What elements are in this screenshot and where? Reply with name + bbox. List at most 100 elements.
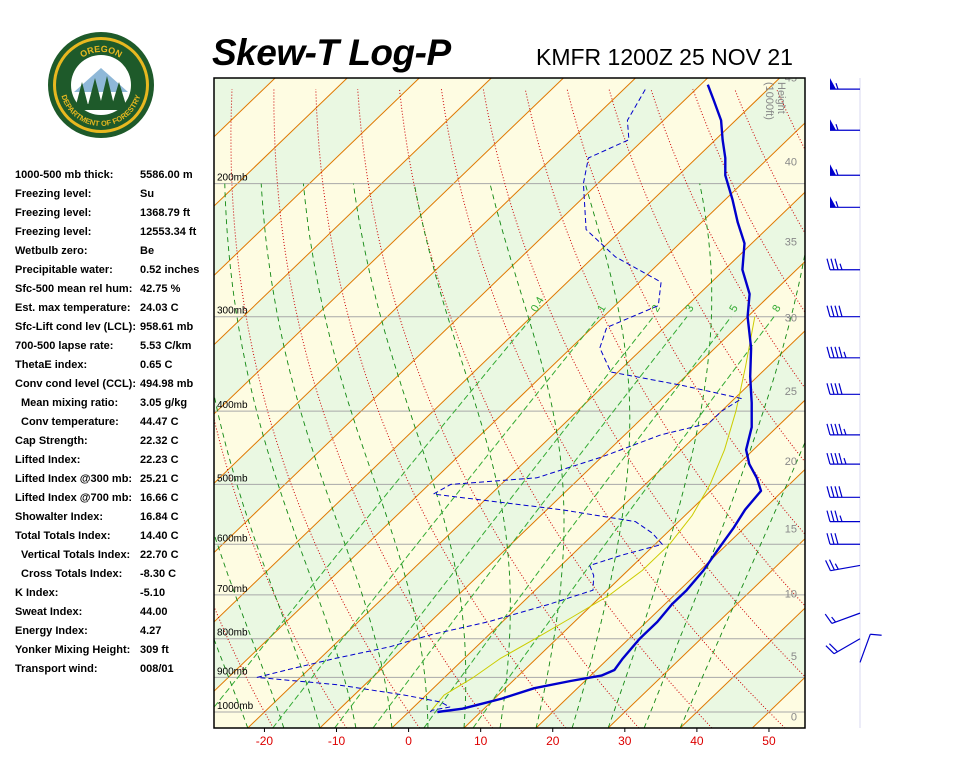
height-axis-label: Height(1000ft) [763,82,787,120]
parameter-value: 958.61 mb [140,321,194,333]
plot-frame [213,77,806,729]
wind-barb-flag [826,423,831,436]
parameter-value: 42.75 % [140,283,181,295]
dry-adiabat-line [860,89,960,728]
svg-text:OREGON: OREGON [78,44,124,60]
moist-adiabat-line [214,532,285,728]
isotherm-band [0,78,59,728]
isotherm-line [214,78,708,554]
wind-barb-staff [833,638,861,655]
isobar-label: 400mb [217,400,248,411]
wind-barb-flag [826,510,831,522]
mixing-ratio-line [372,316,688,728]
x-tick-label: 40 [690,734,704,748]
wind-barb [826,383,860,395]
mixing-ratio-line [214,316,533,708]
wind-barb-half-flag [839,515,843,522]
isobar-label: 700mb [217,584,248,595]
isotherm-line [896,78,960,728]
mixing-ratio-line [423,316,732,728]
height-tick-label: 5 [791,651,797,663]
isotherm-line [0,78,203,728]
wind-barb-half-flag [835,201,839,208]
wind-barb [830,119,860,131]
moist-adiabat-line [224,183,357,728]
wind-barb-half-flag [843,428,847,436]
height-tick-label: 15 [785,523,797,535]
parameter-value: 494.98 mb [140,378,194,390]
parameter-value: 16.84 C [140,511,179,523]
isotherm-line [214,78,564,415]
mixing-ratio-line [334,316,654,728]
parameter-label: Total Totals Index: [15,530,111,542]
agency-logo-icon: OREGON DEPARTMENT OF FORESTRY [48,32,154,138]
wind-barb-pennant [830,196,836,208]
wind-barb-flag [825,560,831,571]
parameter-label: Showalter Index: [15,511,104,523]
wind-barb-flag [834,423,839,436]
isotherm-line [214,78,492,346]
parameter-label: Transport wind: [15,663,98,675]
dewpoint-trace [256,88,743,713]
parameter-label: Cap Strength: [15,435,88,447]
wind-barb-flag [830,452,835,465]
dry-adiabat-line [902,89,960,728]
height-tick-label: 20 [785,456,797,468]
wind-barb [826,423,860,436]
isobar-label: 800mb [217,628,248,639]
mixing-ratio-label: 2 [650,303,663,314]
parameter-label: Lifted Index @300 mb: [15,473,133,485]
moist-adiabat-line [260,183,393,728]
isotherm-line [0,78,131,728]
isobar-label: 200mb [217,173,248,184]
station-time-label: KMFR 1200Z 25 NOV 21 [536,44,793,70]
mixing-ratio-label: 3 [683,303,696,314]
wind-barb [830,78,860,90]
wind-barb-flag [838,383,843,395]
isobar-label: 500mb [217,473,248,484]
dry-adiabat-line [819,89,960,728]
isotherm-line [0,78,59,728]
x-tick-label: 20 [546,734,560,748]
height-tick-label: 45 [785,72,797,84]
wind-barb [826,346,860,359]
wind-barb-flag [830,486,835,498]
wind-barb-flag [834,383,839,395]
wind-barb-flag [834,486,839,498]
wind-barb-flag [830,305,835,317]
moist-adiabat-line [489,183,565,728]
mixing-ratio-line [272,316,600,728]
parameter-label: Conv temperature: [21,416,119,428]
isotherm-line [463,399,805,728]
parameter-value: 008/01 [140,663,174,675]
height-axis-label-line: Height [775,82,787,114]
parameter-label: Freezing level: [15,226,92,238]
wind-barb-flag [830,510,835,522]
moist-adiabat-line [352,183,467,728]
parameter-value: 4.27 [140,625,162,637]
wind-barb-flag [830,258,835,270]
wind-barb [826,510,860,523]
parameter-value: 5586.00 m [140,169,193,181]
parameter-label: Lifted Index: [15,454,81,466]
isotherm-band [214,122,805,728]
isobar-label: 1000mb [217,701,254,712]
isobar-label: 900mb [217,666,248,677]
isotherm-line [214,78,780,623]
parameter-value: 44.47 C [140,416,179,428]
parameter-value: Su [140,188,155,200]
wind-barb [830,164,860,176]
parameter-value: 0.65 C [140,359,173,371]
parameter-value: 3.05 g/kg [140,397,188,409]
wind-barb-half-flag [831,616,837,623]
dry-adiabat-line [273,89,494,728]
height-tick-label: 35 [785,236,797,248]
chart-title: Skew-T Log-P [212,32,451,73]
wind-barb-half-flag [843,351,847,358]
parameter-value: 1368.79 ft [140,207,191,219]
parameter-value: -8.30 C [140,568,177,580]
isotherm-line [214,122,805,692]
dry-adiabat-line [315,89,567,728]
parcel-trace [429,316,756,713]
